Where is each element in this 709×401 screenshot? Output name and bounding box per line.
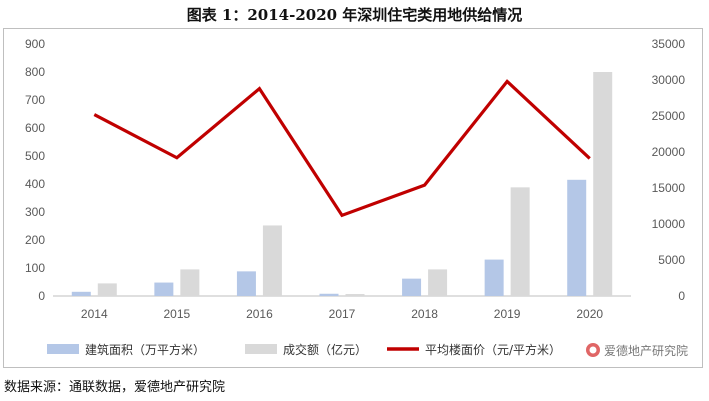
legend-label: 成交额（亿元） [283, 342, 367, 357]
x-tick-label: 2017 [329, 307, 356, 321]
y-right-tick-label: 35000 [652, 37, 686, 51]
bar-turnover [180, 269, 200, 296]
y-left-tick-label: 500 [25, 149, 45, 163]
bar-area [567, 179, 587, 296]
watermark-logo-inner [589, 346, 597, 354]
bar-area [319, 293, 339, 296]
y-left-tick-label: 800 [25, 65, 45, 79]
y-right-tick-label: 10000 [652, 217, 686, 231]
y-right-tick-label: 5000 [658, 253, 685, 267]
bar-area [236, 271, 256, 296]
y-left-tick-label: 900 [25, 37, 45, 51]
y-left-tick-label: 600 [25, 121, 45, 135]
legend-swatch [245, 344, 277, 354]
bar-area [71, 291, 91, 296]
y-left-tick-label: 700 [25, 93, 45, 107]
y-right-tick-label: 20000 [652, 145, 686, 159]
x-tick-label: 2019 [494, 307, 521, 321]
legend-label: 建筑面积（万平方米） [85, 342, 205, 357]
x-tick-label: 2015 [164, 307, 191, 321]
y-left-tick-label: 0 [38, 289, 45, 303]
y-left-tick-label: 200 [25, 233, 45, 247]
y-right-tick-label: 25000 [652, 109, 686, 123]
y-right-tick-label: 30000 [652, 73, 686, 87]
bar-turnover [428, 269, 448, 296]
x-tick-label: 2016 [246, 307, 273, 321]
x-tick-label: 2020 [576, 307, 603, 321]
bar-turnover [510, 187, 530, 296]
legend-label: 平均楼面价（元/平方米） [425, 342, 561, 357]
chart-frame: 0 100 200 300 400 500 600 700 800 900 0 5000 10000 15… [3, 28, 703, 368]
x-tick-label: 2018 [411, 307, 438, 321]
bar-turnover [345, 294, 365, 296]
bar-area [154, 282, 174, 296]
x-tick-label: 2014 [81, 307, 108, 321]
y-right-tick-label: 15000 [652, 181, 686, 195]
watermark-text: 爱德地产研究院 [604, 343, 688, 358]
y-left-tick-label: 400 [25, 177, 45, 191]
bar-turnover [262, 225, 282, 296]
chart-plot: 0 100 200 300 400 500 600 700 800 900 0 5000 10000 15… [25, 37, 688, 358]
y-left-tick-label: 300 [25, 205, 45, 219]
bar-area [402, 278, 422, 296]
legend-swatch [47, 344, 79, 354]
y-right-tick-label: 0 [678, 289, 685, 303]
y-left-tick-label: 100 [25, 261, 45, 275]
chart-title: 图表 1：2014-2020 年深圳住宅类用地供给情况 [186, 6, 523, 24]
source-note: 数据来源：通联数据，爱德地产研究院 [4, 380, 226, 395]
bar-area [484, 259, 504, 296]
bar-turnover [593, 72, 613, 296]
bar-turnover [97, 283, 117, 296]
